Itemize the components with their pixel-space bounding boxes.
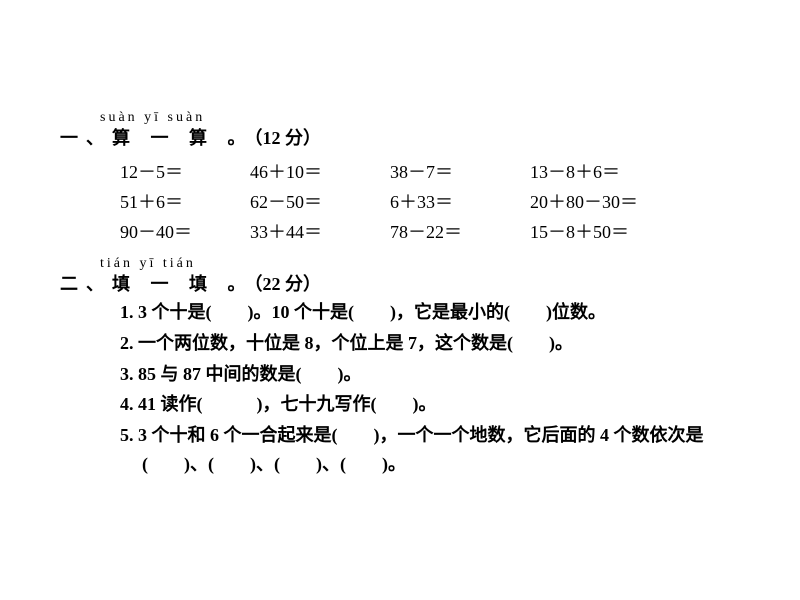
fill-item: 5. 3 个十和 6 个一合起来是( )，一个一个地数，它后面的 4 个数依次是…	[120, 421, 740, 479]
fill-item: 2. 一个两位数，十位是 8，个位上是 7，这个数是( )。	[120, 329, 740, 358]
table-row: 51＋6＝ 62－50＝ 6＋33＝ 20＋80－30＝	[120, 186, 700, 216]
section-1-pinyin: suàn yī suàn	[100, 110, 740, 126]
section-1-header: suàn yī suàn 一、算 一 算 。（12 分）	[60, 110, 740, 150]
table-row: 12－5＝ 46＋10＝ 38－7＝ 13－8＋6＝	[120, 156, 700, 186]
arith-cell: 51＋6＝	[120, 186, 250, 216]
table-row: 90－40＝ 33＋44＝ 78－22＝ 15－8＋50＝	[120, 216, 700, 246]
section-2-pinyin: tián yī tián	[100, 256, 740, 272]
arithmetic-table: 12－5＝ 46＋10＝ 38－7＝ 13－8＋6＝ 51＋6＝ 62－50＝ …	[120, 156, 700, 246]
section-2-title: 二、填 一 填 。	[60, 274, 254, 294]
arith-cell: 20＋80－30＝	[530, 186, 700, 216]
arith-cell: 12－5＝	[120, 156, 250, 186]
arith-cell: 78－22＝	[390, 216, 530, 246]
arith-cell: 38－7＝	[390, 156, 530, 186]
fill-item: 1. 3 个十是( )。10 个十是( )，它是最小的( )位数。	[120, 298, 740, 327]
arith-cell: 15－8＋50＝	[530, 216, 700, 246]
fill-item: 4. 41 读作( )，七十九写作( )。	[120, 390, 740, 419]
arith-cell: 62－50＝	[250, 186, 390, 216]
section-1-points: （12 分）	[254, 128, 322, 148]
arith-cell: 90－40＝	[120, 216, 250, 246]
section-1-title: 一、算 一 算 。	[60, 128, 254, 148]
arith-cell: 33＋44＝	[250, 216, 390, 246]
fill-item: 3. 85 与 87 中间的数是( )。	[120, 360, 740, 389]
worksheet-page: suàn yī suàn 一、算 一 算 。（12 分） 12－5＝ 46＋10…	[0, 0, 800, 479]
arith-cell: 6＋33＝	[390, 186, 530, 216]
arith-cell: 13－8＋6＝	[530, 156, 700, 186]
section-2-points: （22 分）	[254, 274, 322, 294]
arith-cell: 46＋10＝	[250, 156, 390, 186]
section-2-header: tián yī tián 二、填 一 填 。（22 分）	[60, 256, 740, 296]
